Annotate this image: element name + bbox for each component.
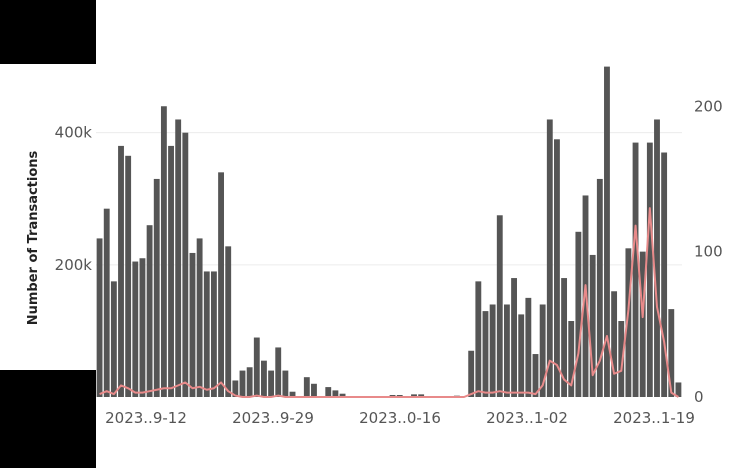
bar-series xyxy=(96,66,682,398)
bar-6 xyxy=(139,258,146,397)
bar-12 xyxy=(182,132,189,397)
bar-19 xyxy=(232,380,239,397)
bar-69 xyxy=(589,254,596,397)
bar-61 xyxy=(532,354,539,397)
redaction-block-top xyxy=(0,0,96,64)
bar-64 xyxy=(554,139,560,398)
bar-53 xyxy=(475,281,482,397)
bar-10 xyxy=(168,145,174,397)
bar-71 xyxy=(604,66,610,398)
bar-44 xyxy=(411,394,417,397)
x-tick-label-1: 2023..9-29 xyxy=(232,409,314,427)
left-tick-label-1: 400k xyxy=(55,124,93,142)
bar-80 xyxy=(668,309,675,397)
bar-45 xyxy=(418,394,425,397)
bar-25 xyxy=(275,347,282,397)
bar-13 xyxy=(189,252,196,397)
bar-18 xyxy=(225,246,232,397)
line-series xyxy=(99,207,679,398)
bar-78 xyxy=(654,119,660,397)
right-tick-label-1: 100 xyxy=(694,243,723,261)
bar-26 xyxy=(282,370,289,397)
x-tick-label-0: 2023..9-12 xyxy=(105,409,187,427)
y-axis-title: Number of Transactions xyxy=(26,150,41,325)
left-tick-label-0: 200k xyxy=(55,256,93,274)
bar-79 xyxy=(661,152,668,397)
bar-15 xyxy=(203,271,210,397)
x-tick-label-2: 2023..0-16 xyxy=(359,409,441,427)
x-axis-ticks: 2023..9-12 2023..9-29 2023..0-16 2023..1-02… xyxy=(105,409,695,427)
left-axis-ticks: 200k 400k xyxy=(55,124,93,274)
bar-52 xyxy=(468,350,475,397)
bar-73 xyxy=(618,321,625,397)
bar-24 xyxy=(268,370,275,397)
bar-76 xyxy=(639,251,646,397)
right-axis-ticks: 0 100 200 xyxy=(694,97,723,406)
bar-32 xyxy=(325,387,332,397)
x-tick-label-3: 2023..1-02 xyxy=(486,409,568,427)
bar-60 xyxy=(525,297,532,397)
bar-70 xyxy=(596,178,603,397)
bar-65 xyxy=(561,278,568,397)
bar-63 xyxy=(546,119,553,397)
bar-17 xyxy=(218,172,224,397)
bar-54 xyxy=(482,311,489,397)
bar-7 xyxy=(146,225,153,397)
bar-59 xyxy=(518,314,525,397)
bar-27 xyxy=(289,391,296,397)
redaction-block-bottom xyxy=(0,370,96,468)
bar-11 xyxy=(175,119,182,397)
bar-4 xyxy=(125,155,132,397)
bar-16 xyxy=(210,271,217,397)
bar-22 xyxy=(253,337,260,397)
bar-34 xyxy=(339,393,346,397)
bar-33 xyxy=(332,390,339,397)
bar-5 xyxy=(132,261,139,397)
bar-2 xyxy=(110,281,117,397)
bar-67 xyxy=(575,231,582,397)
bar-77 xyxy=(646,142,653,397)
bar-0 xyxy=(96,238,103,397)
bar-23 xyxy=(261,360,267,397)
bar-62 xyxy=(539,304,546,397)
bar-81 xyxy=(675,382,682,397)
right-tick-label-0: 0 xyxy=(694,388,704,406)
bar-20 xyxy=(239,370,246,397)
x-tick-label-4: 2023..1-19 xyxy=(613,409,695,427)
bar-56 xyxy=(496,215,503,397)
bar-1 xyxy=(103,208,110,397)
bar-29 xyxy=(303,377,310,397)
right-tick-label-2: 200 xyxy=(694,97,723,115)
bar-66 xyxy=(568,321,575,397)
bar-30 xyxy=(311,383,317,397)
bar-8 xyxy=(153,178,160,397)
bar-75 xyxy=(632,142,639,397)
bar-14 xyxy=(196,238,203,397)
bar-57 xyxy=(503,304,510,397)
bar-72 xyxy=(611,291,618,397)
bar-21 xyxy=(246,367,253,397)
bar-9 xyxy=(160,106,167,397)
bar-74 xyxy=(625,248,632,397)
bar-55 xyxy=(489,304,496,397)
bar-3 xyxy=(118,145,124,397)
bar-58 xyxy=(511,278,517,397)
